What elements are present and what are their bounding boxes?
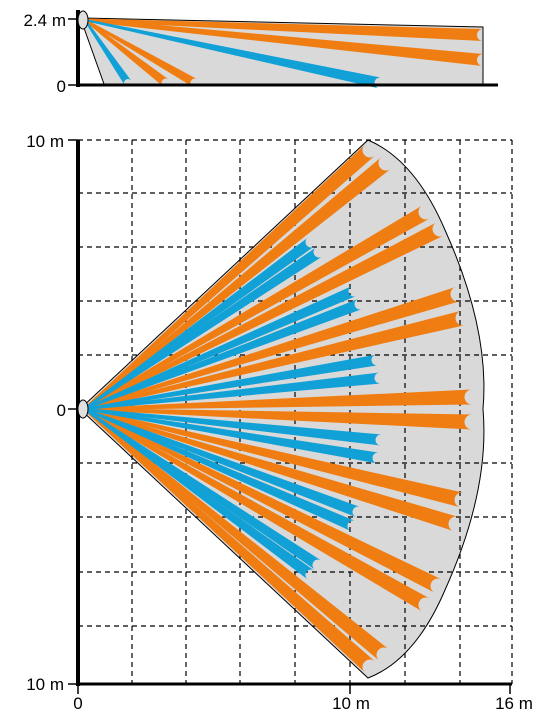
long-beam [83, 144, 376, 410]
long-beam [84, 18, 484, 66]
long-beam [83, 408, 442, 593]
long-beam [83, 408, 430, 612]
long-beam [84, 19, 169, 87]
top-view-y-mid-label: 0 [57, 401, 66, 420]
side-view: 2.4 m 0 [23, 10, 498, 96]
long-beam [83, 408, 376, 673]
short-beam [83, 408, 379, 464]
short-beam [83, 237, 315, 410]
long-beam [83, 157, 391, 410]
top-view-x-label-0: 0 [73, 694, 82, 713]
top-view-coverage-area [79, 139, 485, 679]
top-view-y-bottom-label: 10 m [26, 675, 64, 694]
side-view-beams [84, 18, 484, 89]
long-beam [83, 408, 464, 508]
top-view-y-top-label: 10 m [26, 132, 64, 151]
short-beam [83, 408, 360, 518]
top-view-sensor-icon [77, 399, 89, 419]
side-view-sensor-icon [77, 10, 89, 30]
long-beam [83, 408, 459, 532]
long-beam [83, 408, 389, 661]
short-beam [83, 408, 322, 570]
top-view-beams [83, 144, 473, 673]
short-beam [83, 408, 315, 580]
long-beam [83, 222, 444, 410]
long-beam [84, 18, 484, 41]
top-view-x-label-16: 16 m [495, 694, 533, 713]
long-beam [83, 286, 461, 410]
side-view-floor-label: 0 [57, 77, 66, 96]
side-view-height-label: 2.4 m [23, 11, 66, 30]
short-beam [83, 298, 362, 410]
top-view-x-label-10: 10 m [332, 694, 370, 713]
short-beam [83, 247, 323, 410]
short-beam [83, 354, 378, 410]
short-beam [83, 285, 357, 410]
long-beam [83, 389, 473, 410]
short-beam [84, 19, 382, 89]
top-view: 10 m 0 10 m 0 10 m 16 m [26, 132, 533, 713]
short-beam [83, 372, 381, 410]
long-beam [83, 205, 430, 410]
long-beam [83, 310, 465, 410]
long-beam [84, 19, 198, 87]
short-beam [83, 408, 382, 446]
long-beam [83, 408, 473, 430]
short-beam [83, 408, 356, 532]
short-beam [84, 19, 132, 86]
